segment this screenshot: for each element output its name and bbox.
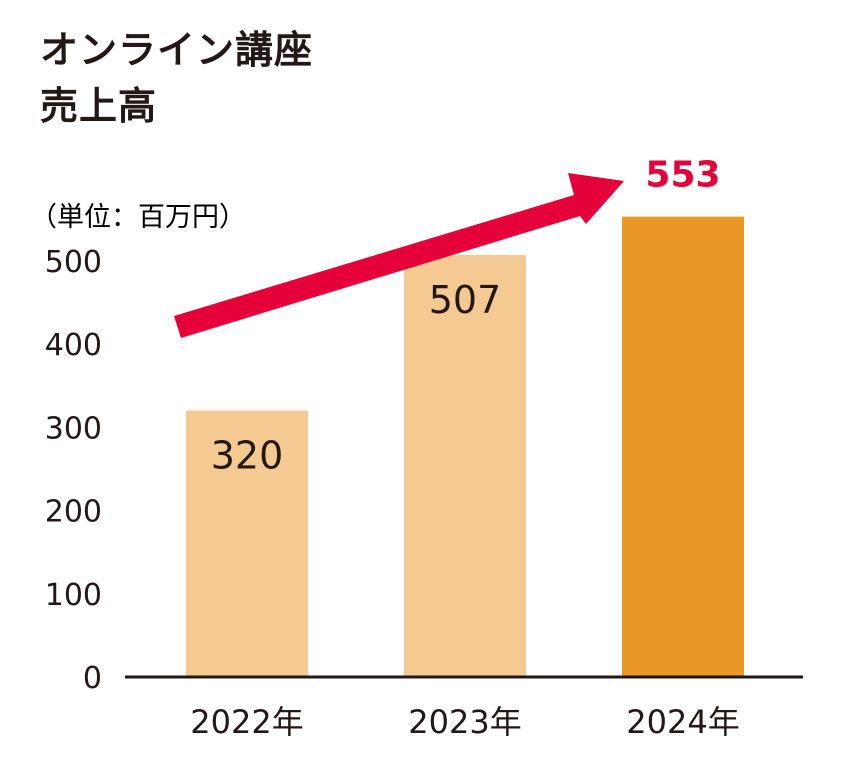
x-category-label: 2023年 xyxy=(408,703,521,741)
x-category-label: 2022年 xyxy=(190,703,303,741)
y-axis-ticks: 0 100 200 300 400 500 xyxy=(45,245,102,696)
trend-arrow-shape xyxy=(174,173,624,338)
y-tick-label: 500 xyxy=(45,245,102,280)
bar-2024 xyxy=(622,216,744,677)
unit-label: （単位：百万円） xyxy=(30,202,246,233)
bars xyxy=(186,216,744,678)
bar-2022 xyxy=(186,410,308,677)
y-tick-label: 200 xyxy=(45,495,102,530)
chart-title-line-1: オンライン講座 xyxy=(40,28,314,72)
bar-2023 xyxy=(404,254,526,678)
trend-arrow xyxy=(174,173,624,338)
bar-value-label: 320 xyxy=(211,434,284,478)
y-tick-label: 400 xyxy=(45,328,102,363)
data-labels: 320 507 553 xyxy=(211,155,721,478)
y-tick-label: 300 xyxy=(45,411,102,446)
highlight-value-label: 553 xyxy=(645,155,720,196)
y-tick-label: 100 xyxy=(45,578,102,613)
x-category-label: 2024年 xyxy=(626,703,739,741)
x-axis-categories: 2022年 2023年 2024年 xyxy=(190,703,739,741)
chart-title: オンライン講座 売上高 xyxy=(40,22,313,134)
chart-title-line-2: 売上高 xyxy=(40,84,158,128)
y-tick-label: 0 xyxy=(83,661,102,696)
bar-value-label: 507 xyxy=(429,278,502,322)
